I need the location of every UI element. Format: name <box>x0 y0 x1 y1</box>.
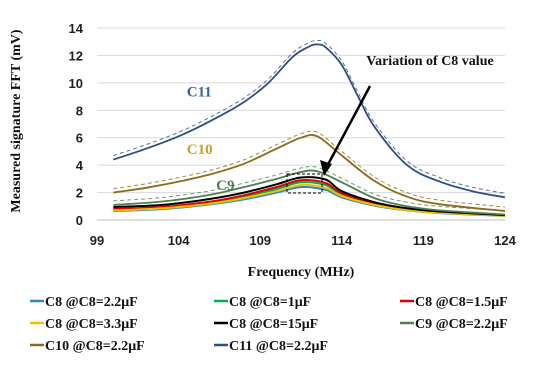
annotation-arrow <box>322 85 372 173</box>
annotation-1: C10 <box>187 142 213 158</box>
y-axis-ticks: 0 2 4 6 8 10 12 14 <box>69 21 84 228</box>
y-tick-label: 0 <box>76 213 83 228</box>
x-tick-label: 99 <box>90 233 104 248</box>
x-tick-label: 104 <box>168 233 190 248</box>
annotation-2: C9 <box>216 178 234 194</box>
legend-label-4: C8 @C8=15μF <box>229 317 318 332</box>
legend-label-2: C8 @C8=1.5μF <box>415 295 508 310</box>
annotation-3: Variation of C8 value <box>366 54 493 69</box>
x-tick-label: 109 <box>249 233 271 248</box>
annotation-0: C11 <box>187 85 212 101</box>
y-axis-title: Measured signature FFT (mV) <box>9 29 24 212</box>
legend-label-3: C8 @C8=3.3μF <box>45 317 138 332</box>
y-tick-label: 14 <box>69 21 84 36</box>
annotations: C11 C10 C9 Variation of C8 value <box>187 54 494 194</box>
series-lines <box>113 39 506 217</box>
legend-label-7: C11 @C8=2.2μF <box>229 339 328 354</box>
y-tick-label: 2 <box>76 186 83 201</box>
y-tick-label: 8 <box>76 103 83 118</box>
y-tick-label: 12 <box>69 48 83 63</box>
x-tick-label: 114 <box>331 233 353 248</box>
y-tick-label: 4 <box>76 158 84 173</box>
x-tick-label: 124 <box>494 233 516 248</box>
series-line-4 <box>113 176 506 217</box>
legend-label-6: C10 @C8=2.2μF <box>45 339 145 354</box>
series-line-sim-6 <box>113 130 506 208</box>
c8-variation-box <box>286 173 323 194</box>
series-line-5 <box>113 169 506 216</box>
series-line-6 <box>113 134 506 212</box>
series-line-sim-5 <box>113 165 506 211</box>
series-line-sim-7 <box>113 39 506 194</box>
legend: C8 @C8=2.2μF C8 @C8=1μF C8 @C8=1.5μF C8 @C8… <box>30 295 508 354</box>
series-line-3 <box>113 183 506 217</box>
legend-label-1: C8 @C8=1μF <box>229 295 311 310</box>
series-line-7 <box>113 43 506 199</box>
x-axis-ticks: 99 104 109 114 119 124 <box>90 233 517 248</box>
x-tick-label: 119 <box>413 233 434 248</box>
legend-label-0: C8 @C8=2.2μF <box>45 295 138 310</box>
y-tick-label: 6 <box>76 131 83 146</box>
x-axis-title: Frequency (MHz) <box>248 265 355 280</box>
legend-label-5: C9 @C8=2.2μF <box>415 317 508 332</box>
annotation-arrowhead <box>320 160 332 176</box>
y-tick-label: 10 <box>69 76 83 91</box>
